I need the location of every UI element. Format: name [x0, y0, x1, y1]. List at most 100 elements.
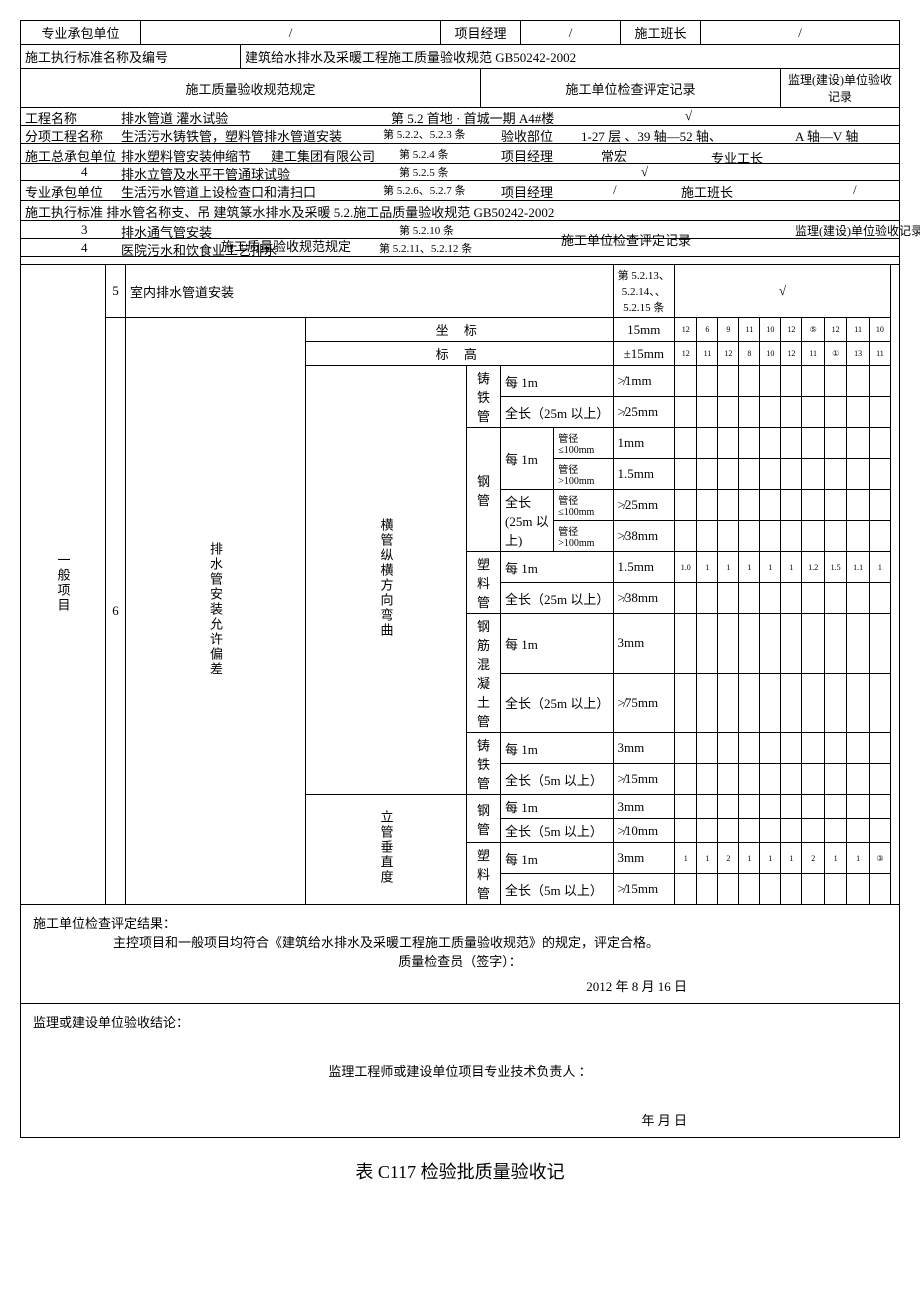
date: 年 月 日 [33, 1110, 887, 1129]
val: 10 [760, 342, 781, 366]
text: 监理(建设)单位验收记录 [795, 222, 920, 239]
value: / [701, 21, 900, 45]
val: ⑤ [802, 318, 824, 342]
tol: 3mm [613, 795, 674, 819]
text: 第 5.2.10 条 [399, 222, 454, 238]
val: 1 [718, 552, 739, 583]
mat: 钢管 [467, 428, 501, 552]
val: 2 [802, 843, 824, 874]
tol: 15mm [613, 318, 674, 342]
text: 生活污水管道上设检查口和清扫口 [121, 182, 316, 201]
col-heading: 施工单位检查评定记录 [481, 69, 781, 108]
col-heading: 监理(建设)单位验收记录 [781, 69, 900, 108]
heading: 监理或建设单位验收结论： [33, 1012, 887, 1031]
value: 建筑给水排水及采暖工程施工质量验收规范 GB50242-2002 [241, 45, 900, 69]
tol: ≯25mm [613, 490, 674, 521]
text: 专业工长 [711, 148, 763, 167]
tol: ≯38mm [613, 583, 674, 614]
val: 1 [760, 552, 781, 583]
mat: 塑料管 [467, 843, 501, 905]
text: 3 [81, 222, 88, 238]
val: 12 [781, 318, 802, 342]
val: 1.2 [802, 552, 824, 583]
tol: 1.5mm [613, 459, 674, 490]
supervisor-col [891, 265, 900, 905]
tol: ≯1mm [613, 366, 674, 397]
val: 12 [675, 318, 697, 342]
main-table: 一般项目 5 室内排水管道安装 第 5.2.13、5.2.14、、5.2.15 … [20, 265, 900, 905]
label: 施工班长 [621, 21, 701, 45]
tol: ≯25mm [613, 397, 674, 428]
label: 专业承包单位 [21, 21, 141, 45]
text: 第 5.2.6、5.2.7 条 [383, 182, 466, 198]
span: 全长（25m 以上） [501, 583, 614, 614]
val: 2 [718, 843, 739, 874]
label: 标 高 [306, 342, 614, 366]
val: 9 [718, 318, 739, 342]
val: 1 [847, 843, 869, 874]
val: 12 [675, 342, 697, 366]
val: 12 [824, 318, 846, 342]
span: 每 1m [501, 366, 614, 397]
val: ③ [869, 843, 890, 874]
col-heading: 施工质量验收规范规定 [21, 69, 481, 108]
tol: 1mm [613, 428, 674, 459]
dia: 管径≤100mm [554, 428, 613, 459]
value: / [141, 21, 441, 45]
span: 全长（25m 以上） [501, 397, 614, 428]
val: ① [824, 342, 846, 366]
val: 8 [739, 342, 760, 366]
span: 全长（5m 以上） [501, 819, 614, 843]
span: 每 1m [501, 733, 614, 764]
tol: 3mm [613, 733, 674, 764]
header-table-2: 施工执行标准名称及编号 建筑给水排水及采暖工程施工质量验收规范 GB50242-… [20, 45, 900, 69]
group-label: 排水管安装允许偏差 [206, 542, 225, 677]
text: 第 5.2.11、5.2.12 条 [379, 240, 472, 256]
text: / [613, 182, 617, 198]
span: 全长（5m 以上） [501, 764, 614, 795]
val: 12 [718, 342, 739, 366]
val: 10 [869, 318, 890, 342]
val: 1 [697, 552, 718, 583]
row-num: 6 [106, 318, 126, 905]
span: 全长 (25m 以上) [501, 490, 554, 552]
text: 施工执行标准 排水管名称支、吊 建筑篆水排水及采暖 5.2.施工品质量验收规范 … [25, 202, 554, 221]
val: 1 [869, 552, 890, 583]
text: 第 5.2.4 条 [399, 146, 449, 162]
result-box-1: 施工单位检查评定结果： 主控项目和一般项目均符合《建筑给水排水及采暖工程施工质量… [20, 905, 900, 1004]
text: 第 5.2.5 条 [399, 164, 449, 180]
tol: 3mm [613, 614, 674, 674]
section-label: 一般项目 [54, 553, 73, 613]
ref: 第 5.2.13、5.2.14、、5.2.15 条 [613, 265, 674, 318]
val: 10 [760, 318, 781, 342]
mat: 铸铁管 [467, 733, 501, 795]
val: 1 [781, 552, 802, 583]
dia: 管径>100mm [554, 521, 613, 552]
tol: ≯75mm [613, 673, 674, 733]
val: 12 [781, 342, 802, 366]
tol: ≯38mm [613, 521, 674, 552]
label: 施工执行标准名称及编号 [21, 45, 241, 69]
label: 坐 标 [306, 318, 614, 342]
result-box-2: 监理或建设单位验收结论： 监理工程师或建设单位项目专业技术负责人 ： 年 月 日 [20, 1004, 900, 1138]
group-label: 横管纵横方向弯曲 [377, 518, 396, 638]
check-mark: √ [675, 265, 891, 318]
val: 1 [824, 843, 846, 874]
text: 主控项目和一般项目均符合《建筑给水排水及采暖工程施工质量验收规范》的规定，评定合… [33, 932, 887, 951]
group-label: 立管垂直度 [377, 810, 396, 885]
check-mark: √ [641, 164, 648, 180]
val: 1 [739, 552, 760, 583]
val: 11 [697, 342, 718, 366]
mat: 塑料管 [467, 552, 501, 614]
text: 监理工程师或建设单位项目专业技术负责人 ： [33, 1061, 887, 1080]
header-table-3: 施工质量验收规范规定 施工单位检查评定记录 监理(建设)单位验收记录 [20, 69, 900, 108]
val: 1 [781, 843, 802, 874]
span: 每 1m [501, 795, 614, 819]
dia: 管径>100mm [554, 459, 613, 490]
tol: 3mm [613, 843, 674, 874]
text: 施工班长 [681, 182, 733, 201]
heading: 施工单位检查评定结果： [33, 913, 887, 932]
tol: 1.5mm [613, 552, 674, 583]
text: / [853, 182, 857, 198]
text: 4 [81, 240, 88, 256]
